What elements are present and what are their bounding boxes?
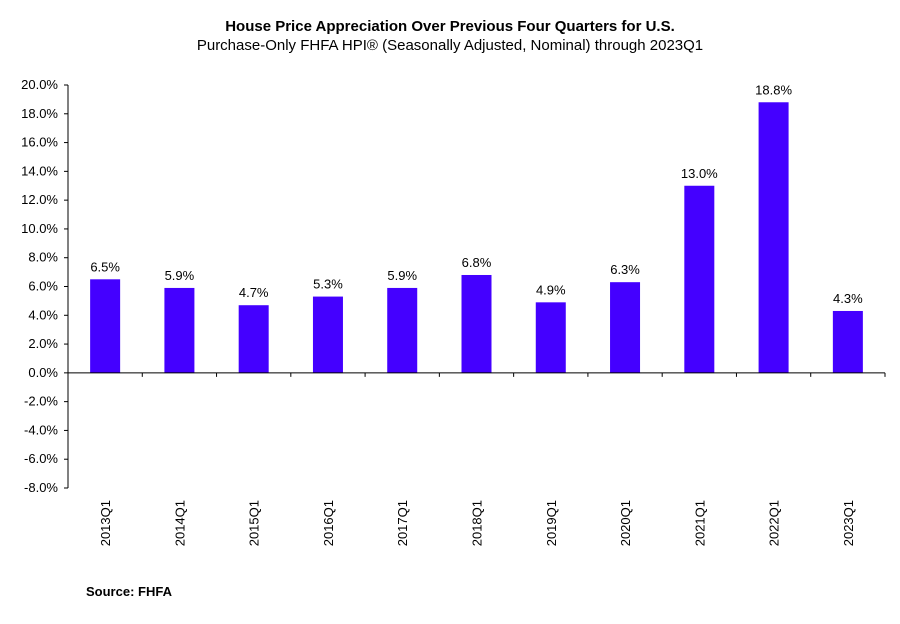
data-label-2014Q1: 5.9% bbox=[165, 268, 195, 283]
y-tick-label: 4.0% bbox=[28, 307, 58, 322]
data-label-2013Q1: 6.5% bbox=[90, 259, 120, 274]
y-tick-label: 14.0% bbox=[21, 163, 58, 178]
x-tick-label-2020Q1: 2020Q1 bbox=[618, 500, 633, 546]
y-tick-label: 2.0% bbox=[28, 336, 58, 351]
chart-subtitle: Purchase-Only FHFA HPI® (Seasonally Adju… bbox=[196, 37, 704, 54]
data-label-2018Q1: 6.8% bbox=[462, 255, 492, 270]
x-tick-label-2015Q1: 2015Q1 bbox=[247, 500, 262, 546]
y-tick-label: 0.0% bbox=[28, 365, 58, 380]
data-label-2020Q1: 6.3% bbox=[610, 262, 640, 277]
data-label-2019Q1: 4.9% bbox=[536, 282, 566, 297]
y-tick-label: -6.0% bbox=[24, 451, 58, 466]
bar-2023Q1 bbox=[832, 310, 863, 373]
y-tick-label: 16.0% bbox=[21, 135, 58, 150]
x-tick-label-2017Q1: 2017Q1 bbox=[395, 500, 410, 546]
bars: 6.5% 5.9% 4.7% 5.3% 5.9% 6.8% 4.9% 6.3% 13.0% 18.… bbox=[90, 82, 863, 373]
bar-2013Q1 bbox=[90, 279, 121, 373]
data-label-2017Q1: 5.9% bbox=[387, 268, 417, 283]
data-label-2016Q1: 5.3% bbox=[313, 277, 343, 292]
x-tick-label-2014Q1: 2014Q1 bbox=[172, 500, 187, 546]
y-tick-label: 18.0% bbox=[21, 106, 58, 121]
bar-2016Q1 bbox=[312, 296, 343, 373]
bar-2022Q1 bbox=[758, 102, 789, 373]
data-label-2022Q1: 18.8% bbox=[755, 82, 792, 97]
x-tick-label-2023Q1: 2023Q1 bbox=[841, 500, 856, 546]
bar-2014Q1 bbox=[164, 287, 195, 373]
x-tick-label-2019Q1: 2019Q1 bbox=[544, 500, 559, 546]
source-note: Source: FHFA bbox=[86, 584, 172, 599]
x-tick-label-2021Q1: 2021Q1 bbox=[692, 500, 707, 546]
data-label-2015Q1: 4.7% bbox=[239, 285, 269, 300]
y-tick-label: -4.0% bbox=[24, 422, 58, 437]
bar-2020Q1 bbox=[610, 282, 641, 373]
bar-2021Q1 bbox=[684, 185, 715, 373]
y-tick-label: 20.0% bbox=[21, 77, 58, 92]
bar-2017Q1 bbox=[387, 287, 418, 373]
y-tick-label: -2.0% bbox=[24, 394, 58, 409]
bar-2015Q1 bbox=[238, 305, 269, 373]
y-axis: 20.0% 18.0% 16.0% 14.0% 12.0% 10.0% 8.0% 6.0% 4.… bbox=[21, 77, 69, 495]
x-tick-label-2016Q1: 2016Q1 bbox=[321, 500, 336, 546]
data-label-2021Q1: 13.0% bbox=[681, 166, 718, 181]
y-tick-label: 8.0% bbox=[28, 250, 58, 265]
x-tick-label-2013Q1: 2013Q1 bbox=[98, 500, 113, 546]
bar-2019Q1 bbox=[535, 302, 566, 373]
y-tick-label: 12.0% bbox=[21, 192, 58, 207]
y-tick-label: 10.0% bbox=[21, 221, 58, 236]
x-tick-label-2018Q1: 2018Q1 bbox=[470, 500, 485, 546]
chart-title: House Price Appreciation Over Previous F… bbox=[225, 18, 675, 35]
bar-2018Q1 bbox=[461, 274, 492, 373]
y-tick-label: 6.0% bbox=[28, 279, 58, 294]
data-label-2023Q1: 4.3% bbox=[833, 291, 863, 306]
x-tick-label-2022Q1: 2022Q1 bbox=[767, 500, 782, 546]
x-axis: 2013Q1 2014Q1 2015Q1 2016Q1 2017Q1 2018Q1 2019… bbox=[68, 372, 886, 546]
y-tick-label: -8.0% bbox=[24, 480, 58, 495]
